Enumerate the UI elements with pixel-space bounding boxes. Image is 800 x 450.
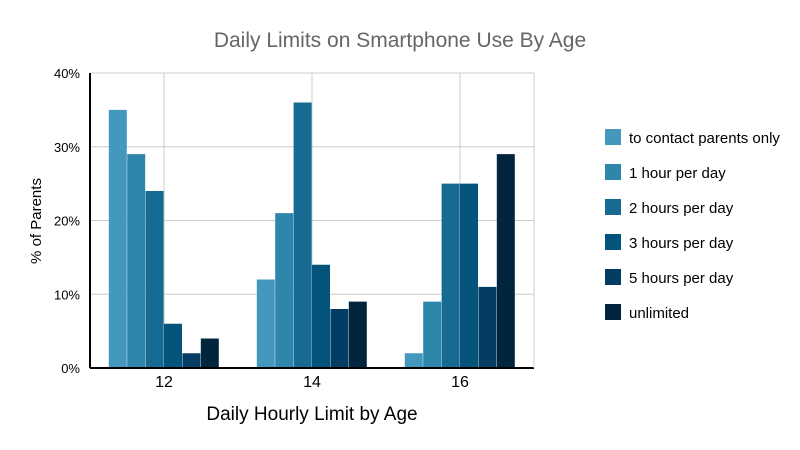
y-tick-label: 20%: [54, 214, 80, 229]
legend-swatch: [605, 269, 621, 285]
x-tick-labels: 12 14 16: [155, 374, 469, 391]
legend-label: 2 hours per day: [629, 200, 734, 217]
axes: [89, 73, 535, 369]
bar: [441, 183, 460, 368]
y-tick-label: 0%: [61, 361, 80, 376]
bar: [293, 102, 312, 368]
legend-label: 1 hour per day: [629, 165, 726, 182]
bars: [108, 102, 515, 368]
y-tick-label: 40%: [54, 66, 80, 81]
bar: [423, 301, 442, 368]
y-axis-title: % of Parents: [28, 178, 45, 264]
bar: [108, 109, 127, 368]
legend-swatch: [605, 199, 621, 215]
legend-label: 5 hours per day: [629, 270, 734, 287]
bar: [127, 154, 146, 368]
bar: [256, 279, 275, 368]
bar: [275, 213, 294, 368]
y-tick-labels: 0% 10% 20% 30% 40%: [54, 66, 80, 376]
x-tick-label: 12: [155, 374, 173, 391]
legend-swatch: [605, 304, 621, 320]
legend-label: unlimited: [629, 305, 689, 322]
bar: [348, 301, 367, 368]
bar: [312, 264, 330, 368]
bar: [145, 191, 164, 368]
y-tick-label: 30%: [54, 140, 80, 155]
x-tick-label: 16: [451, 374, 469, 391]
chart-title: Daily Limits on Smartphone Use By Age: [214, 29, 586, 52]
legend-label: to contact parents only: [629, 130, 780, 147]
x-axis-title: Daily Hourly Limit by Age: [206, 404, 417, 425]
legend-swatch: [605, 234, 621, 250]
legend-swatch: [605, 129, 621, 145]
bar: [404, 353, 423, 368]
bar: [460, 183, 478, 368]
y-tick-label: 10%: [54, 287, 80, 302]
legend-label: 3 hours per day: [629, 235, 734, 252]
bar: [496, 154, 515, 368]
legend: to contact parents only 1 hour per day 2 h…: [605, 129, 780, 322]
bar: [200, 338, 219, 368]
bar: [182, 353, 201, 368]
legend-swatch: [605, 164, 621, 180]
bar: [478, 286, 497, 368]
bar: [330, 309, 349, 368]
bar: [164, 323, 182, 368]
x-tick-label: 14: [303, 374, 321, 391]
